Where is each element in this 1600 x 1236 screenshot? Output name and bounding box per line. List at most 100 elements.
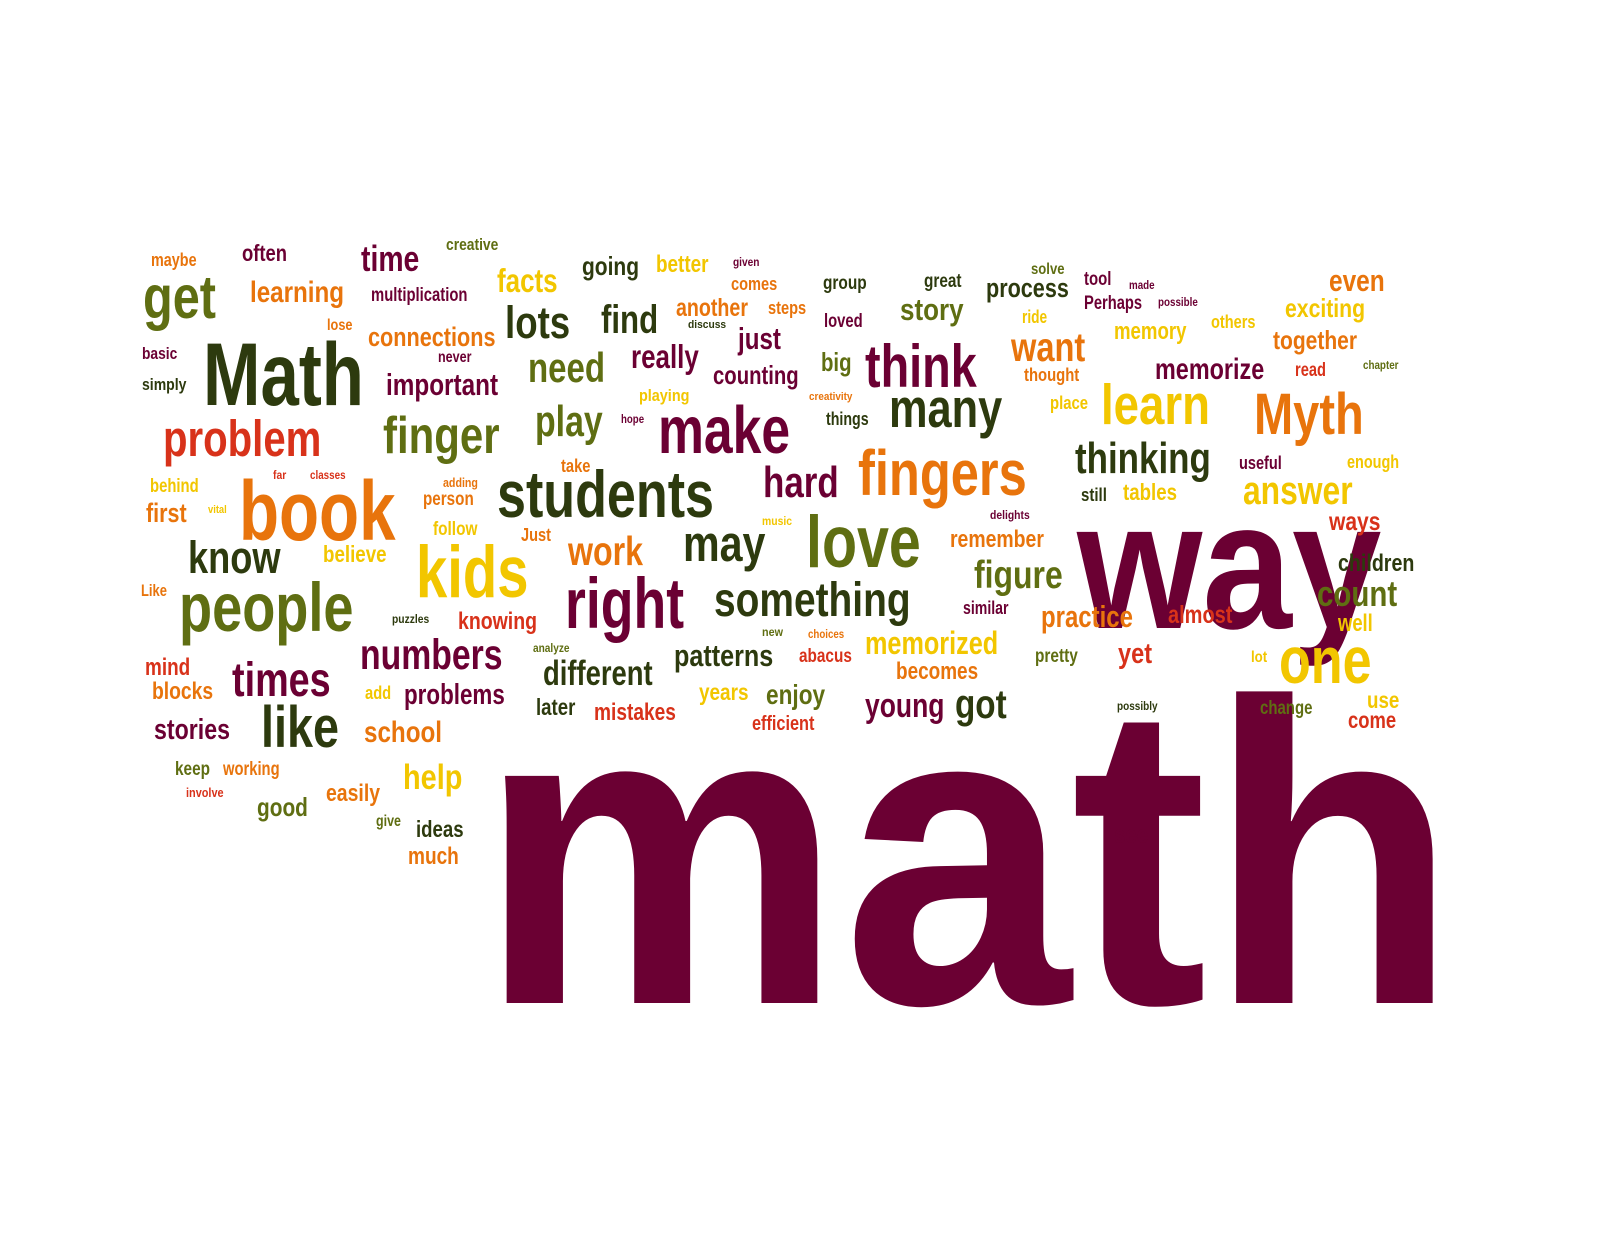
word-time: time bbox=[361, 238, 420, 279]
word-adding: adding bbox=[443, 475, 478, 490]
word-much: much bbox=[408, 843, 459, 870]
word-later: later bbox=[536, 694, 576, 720]
word-well: well bbox=[1338, 610, 1373, 637]
word-different: different bbox=[543, 654, 653, 693]
word-first: first bbox=[146, 498, 187, 528]
word-pretty: pretty bbox=[1035, 646, 1078, 667]
word-counting: counting bbox=[713, 360, 799, 390]
word-school: school bbox=[364, 716, 443, 749]
word-way: way bbox=[1077, 463, 1382, 667]
word-kids: kids bbox=[416, 532, 529, 613]
word-important: important bbox=[386, 367, 499, 402]
word-place: place bbox=[1050, 393, 1088, 413]
word-fingers: fingers bbox=[858, 437, 1027, 509]
word-mind: mind bbox=[145, 654, 191, 681]
word-chapter: chapter bbox=[1363, 358, 1399, 372]
word-math: math bbox=[478, 615, 1459, 1095]
word-hard: hard bbox=[763, 458, 839, 507]
word-answer: answer bbox=[1243, 469, 1353, 513]
word-many: many bbox=[889, 377, 1003, 439]
word-stories: stories bbox=[154, 714, 230, 746]
word-want: want bbox=[1011, 324, 1086, 370]
word-come: come bbox=[1348, 707, 1397, 733]
word-even: even bbox=[1329, 263, 1385, 298]
word-play: play bbox=[535, 397, 603, 446]
word-connections: connections bbox=[368, 322, 496, 352]
word-book: book bbox=[239, 464, 396, 558]
word-read: read bbox=[1295, 360, 1326, 381]
word-easily: easily bbox=[326, 780, 381, 807]
word-things: things bbox=[826, 409, 869, 429]
word-count: count bbox=[1317, 573, 1398, 614]
word-just: just bbox=[738, 321, 781, 356]
word-vital: vital bbox=[208, 504, 227, 516]
word-working: working bbox=[223, 759, 280, 780]
word-find: find bbox=[601, 298, 659, 342]
word-hope: hope bbox=[621, 412, 645, 426]
word-memorize: memorize bbox=[1155, 353, 1265, 386]
word-going: going bbox=[582, 251, 640, 281]
word-math-capital: Math bbox=[203, 324, 364, 424]
word-mistakes: mistakes bbox=[594, 699, 676, 726]
word-loved: loved bbox=[824, 311, 863, 332]
word-better: better bbox=[656, 251, 709, 278]
word-delights: delights bbox=[990, 508, 1030, 522]
word-almost: almost bbox=[1168, 601, 1233, 629]
word-behind: behind bbox=[150, 476, 199, 497]
word-learning: learning bbox=[250, 276, 345, 309]
word-practice: practice bbox=[1041, 599, 1133, 634]
word-keep: keep bbox=[175, 759, 210, 780]
word-figure: figure bbox=[974, 554, 1063, 597]
word-take: take bbox=[561, 456, 591, 476]
word-young: young bbox=[865, 687, 945, 725]
word-ride: ride bbox=[1022, 307, 1048, 327]
word-discuss: discuss bbox=[688, 319, 727, 331]
word-abacus: abacus bbox=[799, 646, 852, 667]
word-comes: comes bbox=[731, 274, 778, 294]
word-something: something bbox=[714, 574, 911, 627]
word-analyze: analyze bbox=[533, 641, 570, 655]
word-solve: solve bbox=[1031, 261, 1065, 278]
word-children: children bbox=[1338, 550, 1415, 577]
word-thinking: thinking bbox=[1075, 434, 1211, 483]
word-big: big bbox=[821, 347, 852, 377]
word-years: years bbox=[699, 679, 749, 705]
word-may: may bbox=[683, 515, 766, 572]
word-give: give bbox=[376, 813, 401, 830]
word-efficient: efficient bbox=[752, 713, 815, 735]
word-lose: lose bbox=[327, 317, 353, 334]
word-choices: choices bbox=[808, 627, 845, 641]
word-great: great bbox=[924, 271, 962, 292]
word-help: help bbox=[403, 758, 463, 797]
word-never: never bbox=[438, 349, 472, 366]
word-see: see bbox=[1114, 821, 1149, 849]
word-enough: enough bbox=[1347, 452, 1400, 472]
word-enjoy: enjoy bbox=[766, 679, 826, 710]
word-get: get bbox=[143, 263, 217, 331]
word-person: person bbox=[423, 489, 474, 510]
word-far: far bbox=[273, 468, 287, 482]
word-steps: steps bbox=[768, 298, 807, 318]
word-students: students bbox=[497, 457, 714, 531]
word-facts: facts bbox=[497, 262, 558, 299]
word-often: often bbox=[242, 240, 288, 266]
word-remember: remember bbox=[950, 526, 1044, 553]
word-given: given bbox=[733, 255, 760, 269]
word-times: times bbox=[232, 654, 331, 707]
word-group: group bbox=[823, 273, 867, 294]
word-really: really bbox=[631, 338, 699, 375]
word-right: right bbox=[565, 565, 685, 644]
word-creativity: creativity bbox=[809, 391, 853, 403]
word-people: people bbox=[179, 569, 354, 646]
word-finger: finger bbox=[383, 407, 500, 465]
word-puzzles: puzzles bbox=[392, 612, 430, 626]
word-ways: ways bbox=[1329, 506, 1381, 536]
word-basic: basic bbox=[142, 344, 178, 363]
word-work: work bbox=[568, 528, 644, 574]
word-thought: thought bbox=[1024, 365, 1080, 385]
word-lots: lots bbox=[505, 297, 571, 348]
word-involve: involve bbox=[186, 785, 224, 800]
word-possible: possible bbox=[1158, 295, 1198, 309]
word-use: use bbox=[1367, 687, 1400, 713]
